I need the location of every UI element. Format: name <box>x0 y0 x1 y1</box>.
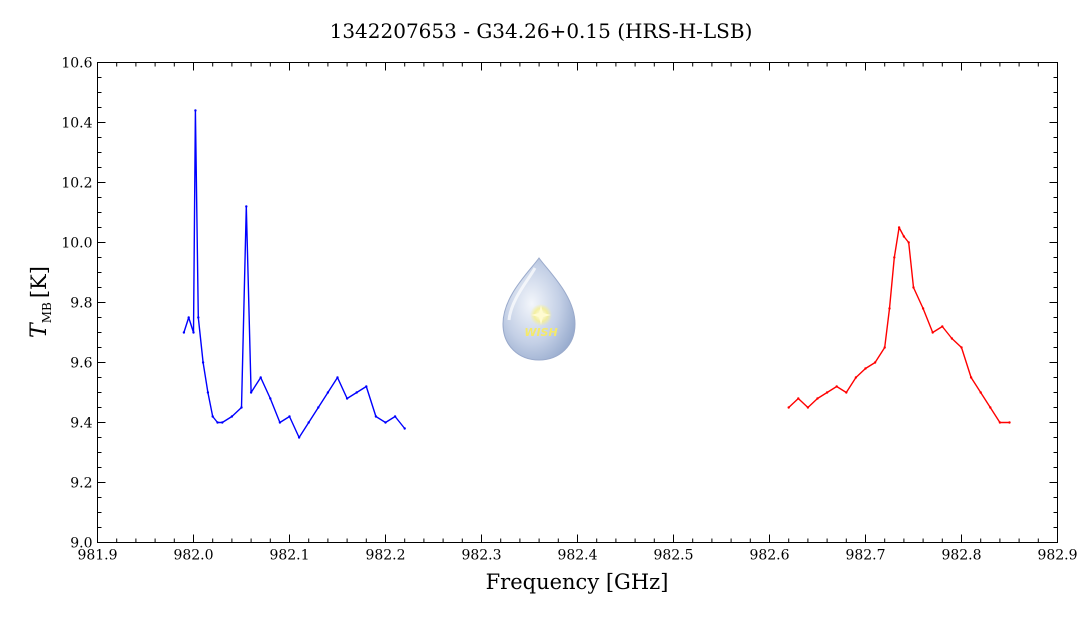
data-point <box>192 331 195 334</box>
data-point <box>259 376 262 379</box>
data-point <box>950 337 954 340</box>
data-point <box>326 391 330 394</box>
data-point <box>888 307 891 310</box>
x-axis-label: Frequency [GHz] <box>486 570 669 594</box>
data-point <box>197 316 200 319</box>
data-point <box>355 391 358 394</box>
logo-text: WISH <box>524 326 557 339</box>
data-point <box>998 421 1002 424</box>
data-point <box>269 397 272 400</box>
data-point <box>989 406 992 409</box>
series-line-1 <box>183 109 406 439</box>
wish-logo: WISH <box>502 257 576 361</box>
data-point <box>931 331 934 334</box>
data-point <box>278 421 282 424</box>
data-point <box>854 376 858 379</box>
y-tick-label: 10.0 <box>61 236 92 252</box>
data-point <box>240 406 243 409</box>
data-point <box>182 331 186 334</box>
plot-frame <box>97 62 1058 543</box>
data-point <box>912 286 915 289</box>
data-point <box>816 397 819 400</box>
y-axis-ticks <box>97 62 1058 543</box>
series-layer <box>182 109 1011 439</box>
data-point <box>297 436 301 439</box>
data-point <box>206 391 210 394</box>
data-point <box>797 397 800 400</box>
x-axis-tick-labels: 981.9 982.0 982.1 982.2 982.3 982.4 982.5 982.6… <box>77 548 1077 564</box>
data-point <box>336 376 339 379</box>
data-point <box>216 421 219 424</box>
x-tick-label: 981.9 <box>77 548 117 564</box>
y-axis-label-unit: [K] <box>27 266 51 298</box>
data-point <box>249 391 253 394</box>
y-tick-label: 9.2 <box>70 476 92 492</box>
y-tick-label: 10.6 <box>61 56 92 72</box>
data-point <box>969 376 973 379</box>
data-point <box>245 205 248 208</box>
data-point <box>317 406 320 409</box>
data-point <box>873 361 877 364</box>
y-axis-label: TMB [K] <box>27 266 54 338</box>
x-tick-label: 982.7 <box>845 548 885 564</box>
y-tick-label: 9.0 <box>70 536 92 552</box>
x-tick-label: 982.0 <box>173 548 213 564</box>
data-point <box>897 226 901 229</box>
data-point <box>345 397 349 400</box>
data-point <box>921 307 925 310</box>
y-tick-label: 9.8 <box>70 296 92 312</box>
y-tick-label: 10.4 <box>61 116 92 132</box>
x-tick-label: 982.1 <box>269 548 309 564</box>
x-tick-label: 982.2 <box>365 548 405 564</box>
data-point <box>787 406 790 409</box>
x-tick-label: 982.9 <box>1037 548 1077 564</box>
data-point <box>187 316 190 319</box>
y-tick-label: 9.6 <box>70 356 92 372</box>
data-point <box>211 415 214 418</box>
data-point <box>403 427 406 430</box>
x-tick-label: 982.4 <box>557 548 597 564</box>
y-axis-label-subscript: MB <box>40 302 54 323</box>
data-point <box>194 109 197 112</box>
data-point <box>825 391 829 394</box>
x-tick-label: 982.5 <box>653 548 693 564</box>
data-point <box>201 361 205 364</box>
y-axis-label-symbol: T <box>27 321 52 338</box>
x-tick-label: 982.3 <box>461 548 501 564</box>
x-tick-label: 982.8 <box>941 548 981 564</box>
data-point <box>893 256 896 259</box>
svg-text:TMB[K]: TMB [K] <box>27 266 54 338</box>
data-point <box>221 421 224 424</box>
data-point <box>384 421 387 424</box>
data-point <box>288 415 291 418</box>
series-line-2 <box>788 226 1010 424</box>
chart-title: 1342207653 - G34.26+0.15 (HRS-H-LSB) <box>330 19 753 43</box>
y-tick-label: 10.2 <box>61 176 92 192</box>
data-point <box>835 385 838 388</box>
data-point <box>979 391 982 394</box>
data-point <box>907 241 910 244</box>
data-point <box>806 406 810 409</box>
y-axis-tick-labels: 9.0 9.2 9.4 9.6 9.8 10.0 10.2 10.4 10.6 <box>61 56 92 552</box>
data-point <box>307 421 310 424</box>
x-axis-ticks <box>97 62 1058 543</box>
data-point <box>864 367 867 370</box>
data-point <box>374 415 378 418</box>
data-point <box>1008 421 1011 424</box>
data-point <box>365 385 368 388</box>
data-point <box>941 325 944 328</box>
x-tick-label: 982.6 <box>749 548 789 564</box>
data-point <box>393 415 397 418</box>
y-tick-label: 9.4 <box>70 416 92 432</box>
data-point <box>902 235 906 238</box>
data-point <box>845 391 848 394</box>
data-point <box>883 346 886 349</box>
data-point <box>230 415 234 418</box>
data-point <box>960 346 963 349</box>
